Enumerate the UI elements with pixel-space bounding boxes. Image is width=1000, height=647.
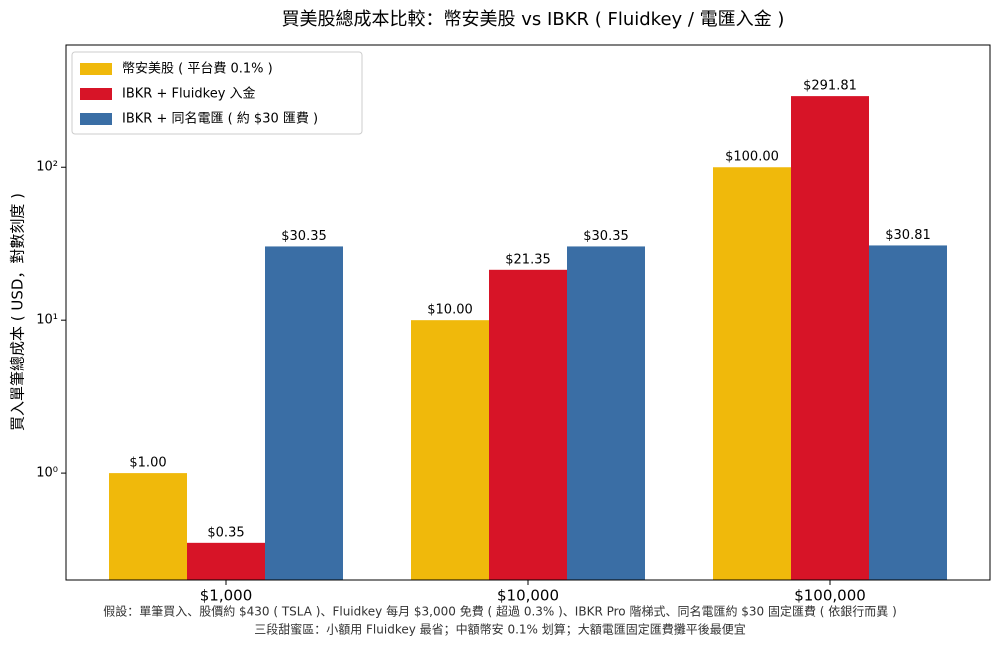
value-label: $30.81 — [885, 228, 931, 243]
bar — [489, 269, 567, 580]
value-label: $30.35 — [583, 229, 629, 244]
value-label: $0.35 — [207, 525, 244, 540]
legend-box — [71, 51, 363, 135]
bar — [567, 246, 645, 581]
x-tick-label: $1,000 — [200, 587, 253, 605]
legend-label: IBKR + 同名電匯 ( 約 $30 匯費 ) — [122, 111, 318, 127]
plot-frame — [65, 44, 991, 581]
bar — [791, 96, 869, 581]
legend-swatch — [80, 113, 112, 125]
footnote: 假設：單筆買入、股價約 $430 ( TSLA )、Fluidkey 每月 $3… — [103, 604, 897, 619]
value-label: $1.00 — [129, 456, 166, 471]
chart-title: 買美股總成本比較：幣安美股 vs IBKR ( Fluidkey / 電匯入金 … — [282, 9, 785, 30]
legend-label: IBKR + Fluidkey 入金 — [122, 86, 256, 102]
y-tick-label: 10² — [36, 160, 58, 175]
x-tick-label: $100,000 — [794, 587, 866, 605]
value-label: $100.00 — [725, 150, 779, 165]
legend-label: 幣安美股 ( 平台費 0.1% ) — [122, 62, 273, 77]
bar — [187, 542, 265, 580]
legend-swatch — [80, 63, 112, 75]
bar — [265, 246, 343, 581]
legend-swatch — [80, 88, 112, 100]
value-label: $30.35 — [281, 229, 327, 244]
y-axis-label: 買入單筆總成本 ( USD，對數刻度 ) — [9, 193, 27, 431]
x-tick-label: $10,000 — [497, 587, 559, 605]
footnote: 三段甜蜜區：小額用 Fluidkey 最省；中額幣安 0.1% 划算；大額電匯固… — [254, 622, 746, 637]
y-tick-label: 10¹ — [36, 313, 58, 328]
bar — [109, 473, 187, 580]
y-tick-label: 10⁰ — [36, 466, 58, 481]
bar — [869, 245, 947, 581]
value-label: $291.81 — [803, 79, 857, 94]
bar — [713, 167, 791, 580]
value-label: $10.00 — [427, 303, 473, 318]
bar — [411, 320, 489, 580]
value-label: $21.35 — [505, 252, 551, 267]
